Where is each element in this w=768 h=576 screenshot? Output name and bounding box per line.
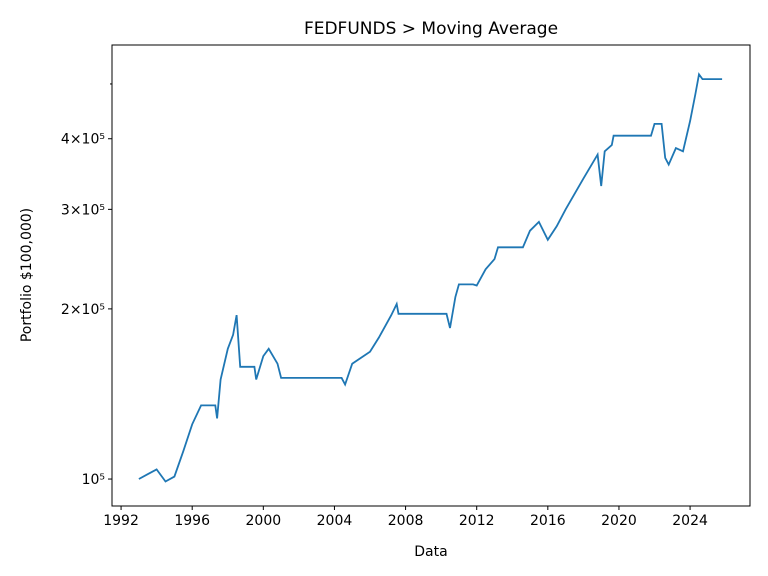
x-tick-label: 2004: [317, 513, 353, 529]
x-tick-label: 2012: [459, 513, 495, 529]
y-tick-label: 10⁵: [82, 472, 105, 488]
y-axis-label: Portfolio $100,000): [19, 208, 35, 342]
x-tick-label: 2008: [388, 513, 424, 529]
x-tick-label: 2020: [601, 513, 637, 529]
chart-title: FEDFUNDS > Moving Average: [304, 19, 558, 39]
x-tick-label: 1992: [103, 513, 139, 529]
y-tick-label: 4×10⁵: [61, 132, 105, 148]
x-axis-label: Data: [414, 544, 447, 560]
plot-frame: [111, 44, 751, 507]
line-series: [138, 72, 723, 483]
y-tick-label: 2×10⁵: [61, 302, 105, 318]
x-tick-label: 1996: [174, 513, 210, 529]
x-tick-label: 2024: [672, 513, 708, 529]
y-tick-label: 3×10⁵: [61, 202, 105, 218]
x-tick-label: 2016: [530, 513, 566, 529]
x-tick-label: 2000: [246, 513, 282, 529]
